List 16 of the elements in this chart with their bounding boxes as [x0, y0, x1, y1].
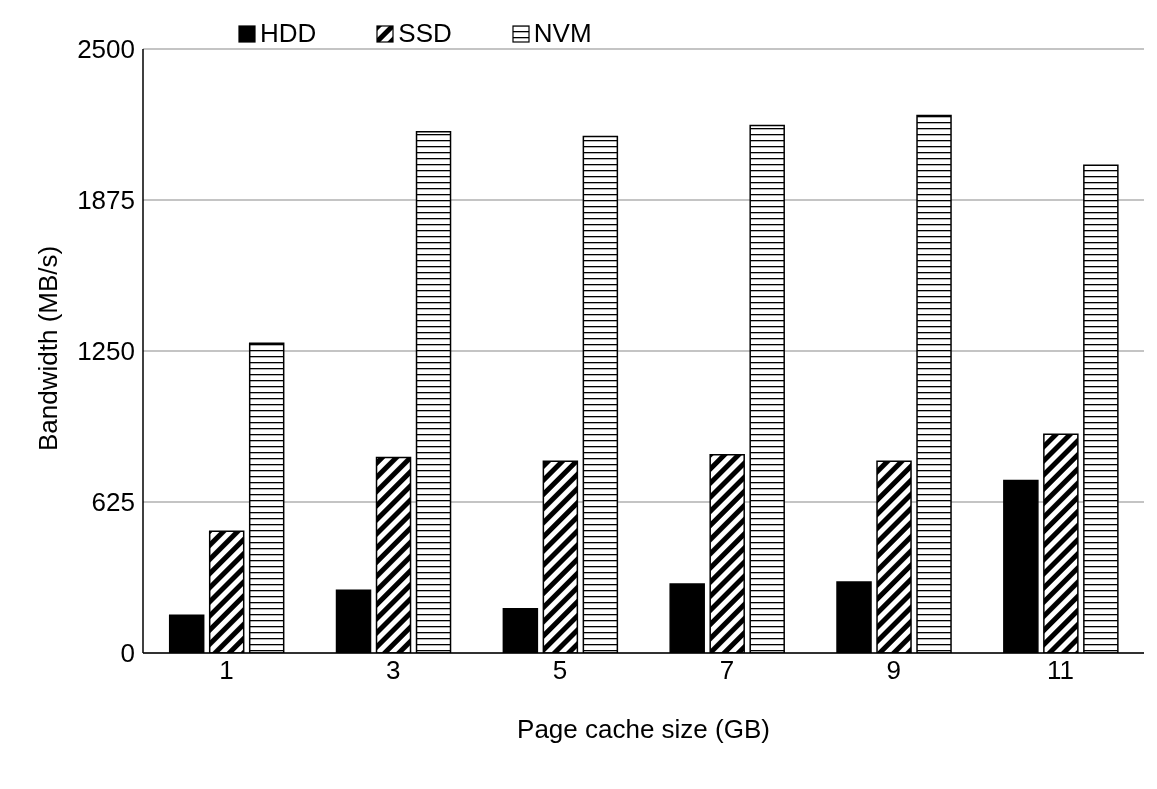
x-tick-label: 3 — [386, 655, 401, 686]
y-tick-label: 625 — [91, 487, 135, 518]
legend-label: SSD — [397, 18, 452, 49]
x-tick-label: 7 — [719, 655, 735, 686]
x-tick-label: 9 — [886, 655, 901, 686]
y-tick-label: 0 — [120, 638, 135, 669]
y-axis-title: Bandwidth (MB/s) — [33, 245, 64, 451]
legend-label: NVM — [532, 18, 592, 49]
y-tick-label: 1250 — [77, 336, 135, 367]
y-tick-label: 2500 — [77, 34, 135, 65]
x-axis-title: Page cache size (GB) — [517, 714, 770, 744]
x-tick-label: 1 — [219, 655, 234, 686]
y-tick-label: 1875 — [77, 185, 135, 216]
x-tick-label: 11 — [1047, 655, 1075, 686]
legend-label: HDD — [259, 18, 317, 49]
x-tick-label: 5 — [552, 655, 568, 686]
